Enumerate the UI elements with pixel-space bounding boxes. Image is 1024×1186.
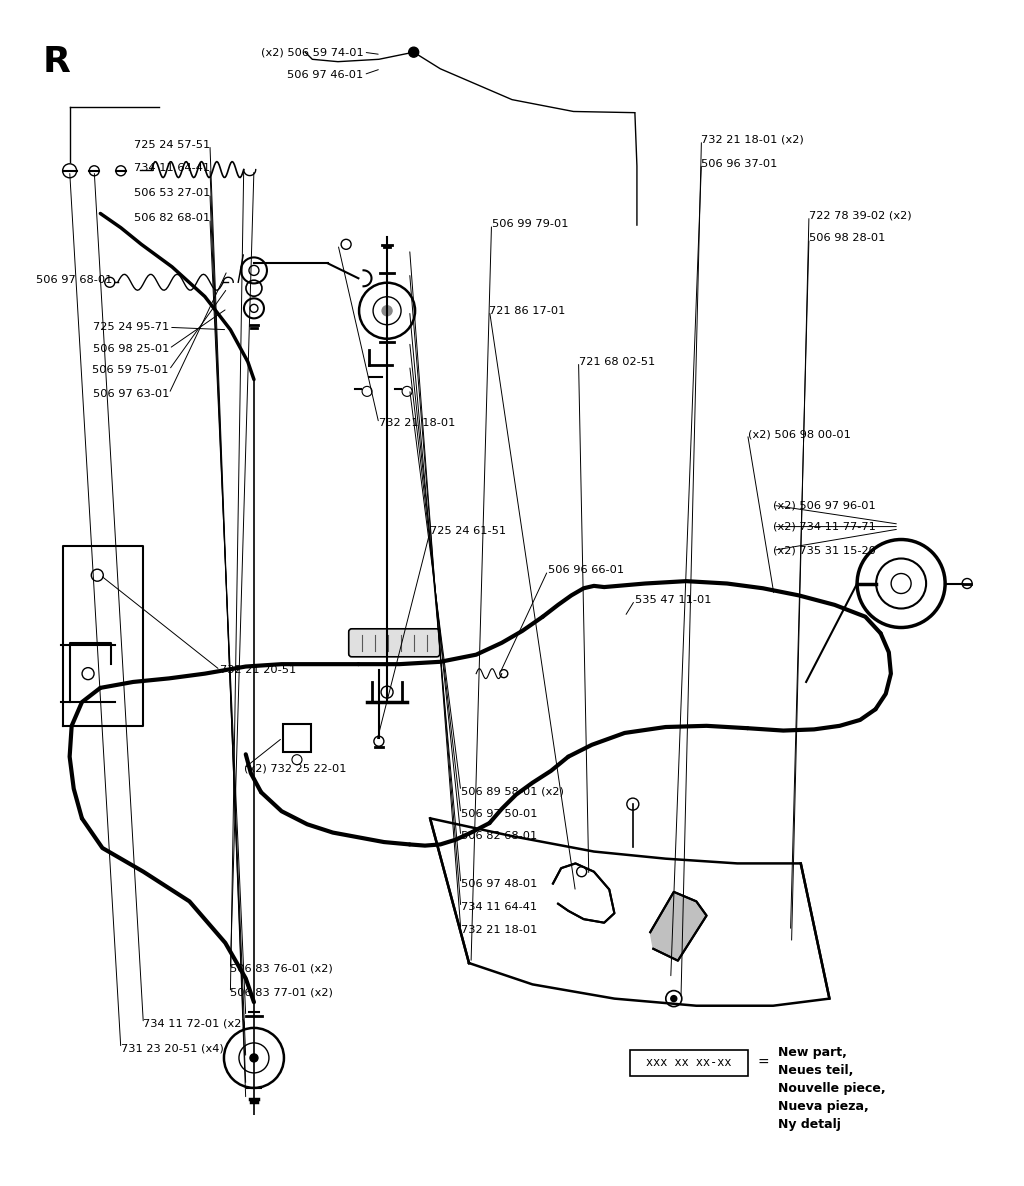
Text: 734 11 72-01 (x2): 734 11 72-01 (x2) (143, 1019, 246, 1028)
Text: 721 68 02-51: 721 68 02-51 (579, 357, 654, 366)
Text: Nueva pieza,: Nueva pieza, (778, 1099, 868, 1112)
Text: 506 99 79-01: 506 99 79-01 (492, 219, 568, 229)
Text: 732 21 18-01: 732 21 18-01 (461, 925, 538, 935)
Text: (x2) 506 98 00-01: (x2) 506 98 00-01 (748, 429, 850, 439)
Text: Nouvelle piece,: Nouvelle piece, (778, 1082, 886, 1095)
Circle shape (250, 1054, 258, 1061)
Text: (x2) 506 59 74-01: (x2) 506 59 74-01 (261, 47, 364, 57)
Text: (x2) 734 11 77-71: (x2) 734 11 77-71 (773, 522, 876, 531)
Text: Neues teil,: Neues teil, (778, 1064, 853, 1077)
Text: 725 24 57-51: 725 24 57-51 (134, 140, 210, 149)
FancyBboxPatch shape (349, 629, 439, 657)
Text: 506 97 63-01: 506 97 63-01 (92, 389, 169, 398)
Text: 506 97 68-01: 506 97 68-01 (36, 275, 113, 285)
Text: 732 21 20-51: 732 21 20-51 (220, 665, 296, 675)
Text: 506 96 37-01: 506 96 37-01 (701, 159, 778, 168)
Text: (x2) 735 31 15-20: (x2) 735 31 15-20 (773, 546, 876, 555)
Text: 506 97 46-01: 506 97 46-01 (288, 70, 364, 79)
Text: 506 82 68-01: 506 82 68-01 (134, 213, 210, 223)
Text: 732 21 18-01: 732 21 18-01 (379, 419, 456, 428)
Text: 506 83 77-01 (x2): 506 83 77-01 (x2) (230, 988, 333, 997)
Text: 506 89 58-01 (x2): 506 89 58-01 (x2) (461, 786, 563, 796)
Text: 731 23 20-51 (x4): 731 23 20-51 (x4) (121, 1044, 223, 1053)
Text: 734 11 64-41: 734 11 64-41 (461, 903, 537, 912)
Circle shape (382, 306, 392, 315)
Text: (x2) 732 25 22-01: (x2) 732 25 22-01 (244, 764, 346, 773)
Polygon shape (553, 863, 614, 923)
Text: 506 98 28-01: 506 98 28-01 (809, 234, 886, 243)
Text: 734 11 64-41: 734 11 64-41 (134, 164, 210, 173)
Text: xxx xx xx-xx: xxx xx xx-xx (646, 1057, 731, 1070)
Text: =: = (758, 1056, 769, 1070)
Polygon shape (650, 892, 707, 961)
Text: 725 24 95-71: 725 24 95-71 (93, 323, 169, 332)
Text: 535 47 11-01: 535 47 11-01 (635, 595, 712, 605)
Text: 721 86 17-01: 721 86 17-01 (489, 306, 566, 315)
Bar (630, 1050, 748, 1076)
Text: 725 24 61-51: 725 24 61-51 (430, 527, 506, 536)
Text: 506 83 76-01 (x2): 506 83 76-01 (x2) (230, 964, 333, 974)
Text: R: R (43, 45, 71, 79)
Text: 506 97 48-01: 506 97 48-01 (461, 879, 538, 888)
Circle shape (409, 47, 419, 57)
Text: 722 78 39-02 (x2): 722 78 39-02 (x2) (809, 211, 911, 221)
Text: 506 97 50-01: 506 97 50-01 (461, 809, 538, 818)
Bar (283, 723, 311, 752)
Text: 732 21 18-01 (x2): 732 21 18-01 (x2) (701, 135, 804, 145)
Text: 506 98 25-01: 506 98 25-01 (92, 344, 169, 353)
Text: Ny detalj: Ny detalj (778, 1117, 841, 1130)
Text: 506 82 68-01: 506 82 68-01 (461, 831, 537, 841)
Circle shape (671, 995, 677, 1002)
Text: New part,: New part, (778, 1046, 847, 1059)
Text: 506 53 27-01: 506 53 27-01 (133, 189, 210, 198)
Text: 506 96 66-01: 506 96 66-01 (548, 566, 624, 575)
Text: (x2) 506 97 96-01: (x2) 506 97 96-01 (773, 500, 876, 510)
Text: 506 59 75-01: 506 59 75-01 (92, 365, 169, 375)
